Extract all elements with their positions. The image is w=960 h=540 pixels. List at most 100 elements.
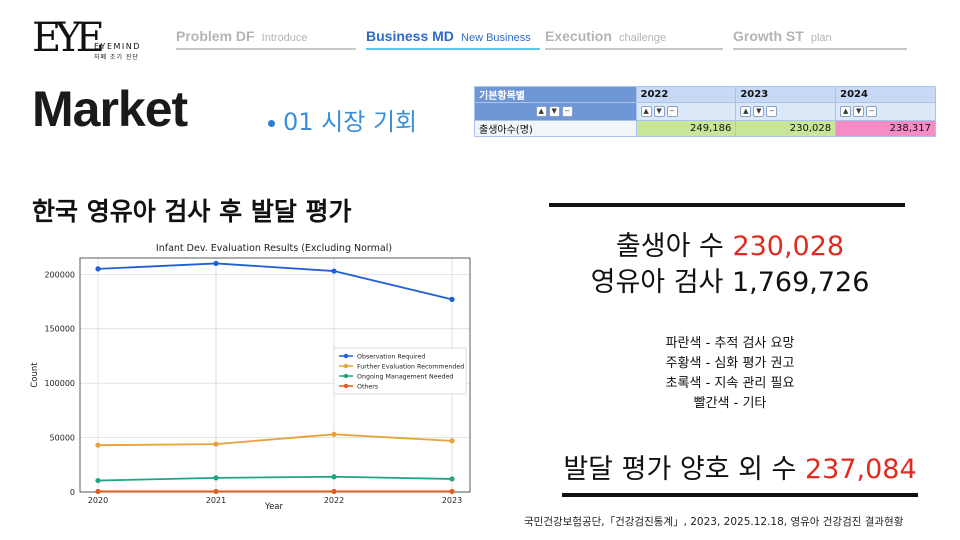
- section-subtitle: 01 시장 기회: [268, 102, 417, 137]
- legend-line-orange: 주황색 - 심화 평가 권고: [665, 356, 795, 371]
- logo-mark: EYE: [32, 15, 105, 61]
- sort-up-icon[interactable]: ▲: [740, 105, 752, 117]
- data-point: [213, 441, 219, 447]
- legend-marker: [343, 373, 349, 379]
- legend-marker: [343, 353, 349, 359]
- birth-stats-table: 기본항목별 2022 2023 2024 ▲ ▼ − ▲ ▼ − ▲ ▼ − ▲ ▼ − 출생아…: [474, 86, 936, 137]
- control-cell: ▲ ▼ −: [474, 102, 637, 121]
- tab-sublabel: Introduce: [261, 32, 308, 44]
- brand-logo: EYE EYEMIND 자폐 조기 진단: [32, 12, 162, 68]
- value-cell: 249,186: [635, 120, 737, 137]
- tab-growth-st[interactable]: Growth ST plan: [733, 26, 907, 50]
- table-control-row: ▲ ▼ − ▲ ▼ − ▲ ▼ − ▲ ▼ −: [474, 102, 936, 121]
- x-axis-label: Year: [264, 502, 284, 512]
- legend-marker: [343, 383, 349, 389]
- logo-english: EYEMIND: [94, 42, 141, 51]
- header-label-cell: 기본항목별: [474, 86, 637, 103]
- data-point: [331, 474, 337, 480]
- sort-up-icon[interactable]: ▲: [640, 105, 652, 117]
- page-title: Market: [32, 81, 188, 137]
- y-tick-label: 50000: [50, 434, 75, 443]
- collapse-icon[interactable]: −: [866, 105, 878, 117]
- abnormal-label: 발달 평가 양호 외 수: [563, 454, 797, 485]
- header-year-cell: 2024: [835, 86, 936, 103]
- section-subtitle-text: 01 시장 기회: [283, 108, 418, 136]
- series-line-2: [97, 475, 453, 482]
- section-heading: 한국 영유아 검사 후 발달 평가: [32, 197, 352, 226]
- line-chart: Infant Dev. Evaluation Results (Excludin…: [30, 243, 471, 512]
- y-tick-label: 0: [70, 488, 75, 497]
- data-point: [95, 477, 101, 484]
- sort-down-icon[interactable]: ▼: [548, 105, 560, 117]
- legend-line-green: 초록색 - 지속 관리 필요: [665, 376, 795, 391]
- legend-line-red: 빨간색 - 기타: [693, 396, 767, 411]
- table-header-row: 기본항목별 2022 2023 2024: [474, 86, 936, 103]
- tab-business-md[interactable]: Business MD New Business: [366, 26, 540, 50]
- tab-sublabel: plan: [810, 32, 832, 44]
- legend-box: [333, 347, 467, 395]
- data-point: [449, 296, 455, 302]
- legend-label: Observation Required: [357, 354, 425, 361]
- births-value: 230,028: [732, 231, 845, 262]
- legend-line-blue: 파란색 - 추적 검사 요망: [665, 336, 795, 351]
- data-point: [95, 488, 101, 495]
- legend-label: Ongoing Management Needed: [357, 374, 453, 381]
- legend-label: Further Evaluation Recommended: [357, 364, 464, 371]
- data-point: [213, 260, 219, 267]
- abnormal-line: 발달 평가 양호 외 수 237,084: [540, 447, 940, 486]
- tab-sublabel: New Business: [461, 32, 531, 44]
- y-axis-ticks: 0 50000 100000 150000 200000: [44, 270, 75, 497]
- value-cell: 238,317: [835, 120, 936, 137]
- x-axis-ticks: 2020 2021 2022 2023: [88, 496, 462, 505]
- series-line-0: [97, 262, 453, 301]
- data-point: [449, 488, 455, 495]
- data-point: [95, 442, 101, 448]
- collapse-icon[interactable]: −: [561, 105, 573, 117]
- control-cell: ▲ ▼ −: [635, 102, 737, 121]
- abnormal-value: 237,084: [805, 454, 917, 485]
- top-divider: [549, 203, 905, 207]
- data-point: [331, 268, 337, 274]
- table-row: 출생아수(명) 249,186 230,028 238,317: [474, 120, 936, 137]
- y-axis-label: Count: [30, 362, 40, 388]
- data-point: [449, 438, 455, 444]
- sort-down-icon[interactable]: ▼: [653, 105, 665, 117]
- data-point: [449, 476, 455, 482]
- collapse-icon[interactable]: −: [766, 105, 778, 117]
- sort-down-icon[interactable]: ▼: [753, 105, 765, 117]
- sort-up-icon[interactable]: ▲: [535, 105, 547, 117]
- chart-title: Infant Dev. Evaluation Results (Excludin…: [156, 243, 392, 254]
- legend-label: Others: [357, 384, 378, 391]
- control-cell: ▲ ▼ −: [735, 102, 837, 121]
- tab-execution[interactable]: Execution challenge: [545, 26, 723, 50]
- x-tick-label: 2021: [206, 496, 226, 505]
- tab-label: Problem DF: [176, 28, 255, 44]
- header-year-cell: 2022: [635, 86, 737, 103]
- color-legend-list: 파란색 - 추적 검사 요망 주황색 - 심화 평가 권고 초록색 - 지속 관…: [560, 334, 900, 414]
- tab-problem-df[interactable]: Problem DF Introduce: [176, 26, 356, 50]
- x-tick-label: 2022: [324, 496, 344, 505]
- series-line-1: [97, 433, 453, 447]
- y-tick-label: 100000: [44, 379, 75, 388]
- data-point: [331, 431, 337, 437]
- x-tick-label: 2020: [88, 496, 108, 505]
- data-point: [95, 266, 101, 272]
- births-label: 출생아 수: [615, 231, 724, 262]
- tab-label: Growth ST: [733, 28, 804, 44]
- y-tick-label: 150000: [44, 325, 75, 334]
- exams-line: 영유아 검사 1,769,726: [590, 267, 870, 298]
- sort-up-icon[interactable]: ▲: [840, 105, 852, 117]
- collapse-icon[interactable]: −: [666, 105, 678, 117]
- sort-down-icon[interactable]: ▼: [853, 105, 865, 117]
- chart-legend: Observation Required Further Evaluation R…: [333, 347, 467, 395]
- logo-korean: 자폐 조기 진단: [94, 54, 139, 61]
- data-point: [331, 488, 337, 495]
- data-point: [213, 475, 219, 481]
- bullet-dot-icon: [268, 119, 275, 127]
- value-cell: 230,028: [735, 120, 837, 137]
- tab-sublabel: challenge: [619, 32, 667, 44]
- bottom-divider: [562, 493, 918, 497]
- chart-series: [95, 260, 455, 495]
- tab-label: Execution: [545, 28, 612, 44]
- legend-marker: [343, 363, 349, 369]
